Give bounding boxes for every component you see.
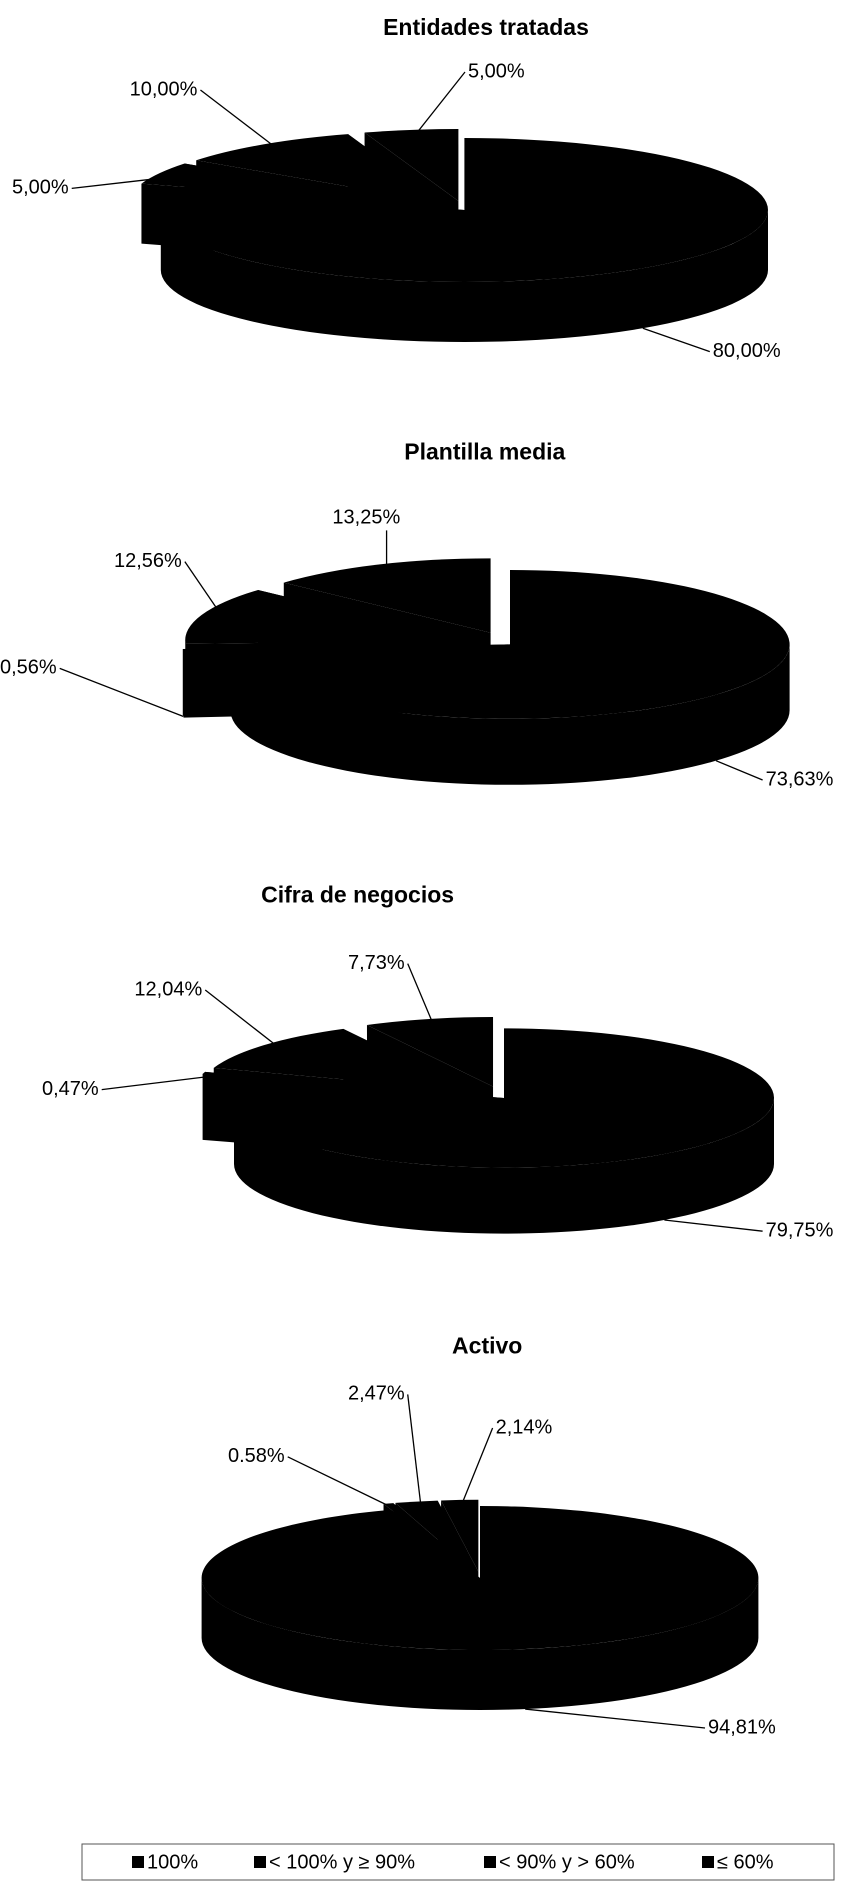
leader-line — [101, 1073, 225, 1091]
slice-side — [234, 1098, 774, 1234]
data-label: 5,00% — [468, 60, 525, 82]
data-label: 80,00% — [713, 340, 781, 362]
slice-side — [201, 1578, 759, 1710]
leader-line — [287, 1456, 396, 1510]
slice — [364, 129, 459, 202]
leader-line — [642, 327, 711, 353]
data-label: 10,00% — [130, 78, 198, 100]
chart-title: Entidades tratadas — [383, 14, 589, 40]
data-label: 2,14% — [496, 1416, 553, 1438]
leader-line — [59, 667, 184, 717]
data-label: 13,25% — [332, 507, 400, 529]
legend-swatch — [702, 1856, 714, 1868]
leader-line — [525, 1708, 706, 1729]
legend-box — [81, 1843, 835, 1881]
leader-line — [71, 175, 182, 190]
data-label: 12,56% — [114, 550, 182, 572]
chart-title: Plantilla media — [404, 439, 565, 465]
data-label: 2,47% — [348, 1383, 405, 1405]
legend-label: 100% — [147, 1851, 198, 1873]
slice-side — [160, 210, 769, 342]
leader-line — [414, 71, 466, 136]
legend-swatch — [484, 1856, 496, 1868]
legend-swatch — [132, 1856, 144, 1868]
legend-label: < 90% y > 60% — [499, 1851, 635, 1873]
slice — [201, 1506, 759, 1650]
slice-side — [182, 649, 184, 718]
data-label: 73,63% — [766, 768, 834, 790]
data-label: 94,81% — [708, 1716, 776, 1738]
chart-title: Activo — [452, 1333, 522, 1359]
slice — [160, 138, 768, 282]
leader-line — [715, 760, 763, 781]
leader-line — [200, 89, 279, 150]
slice — [231, 570, 790, 719]
leader-line — [407, 963, 434, 1025]
slice — [366, 1016, 494, 1087]
data-label: 5,00% — [12, 177, 69, 199]
legend-label: ≤ 60% — [717, 1851, 774, 1873]
slice — [233, 1028, 775, 1168]
chart-title: Cifra de negocios — [261, 881, 454, 907]
legend-label: < 100% y ≥ 90% — [269, 1851, 415, 1873]
leader-line — [184, 561, 224, 618]
data-label: 0,47% — [42, 1078, 99, 1100]
data-label: 12,04% — [134, 978, 202, 1000]
slice-side — [231, 644, 790, 785]
data-label: 0.58% — [228, 1445, 285, 1467]
leader-line — [460, 1427, 494, 1506]
legend-swatch — [254, 1856, 266, 1868]
data-label: 0,56% — [0, 657, 57, 679]
leader-line — [204, 989, 281, 1050]
slice — [283, 558, 491, 633]
data-label: 79,75% — [766, 1219, 834, 1241]
leader-line — [407, 1394, 422, 1508]
leader-line — [664, 1219, 763, 1232]
data-label: 7,73% — [348, 952, 405, 974]
slice — [441, 1499, 479, 1572]
